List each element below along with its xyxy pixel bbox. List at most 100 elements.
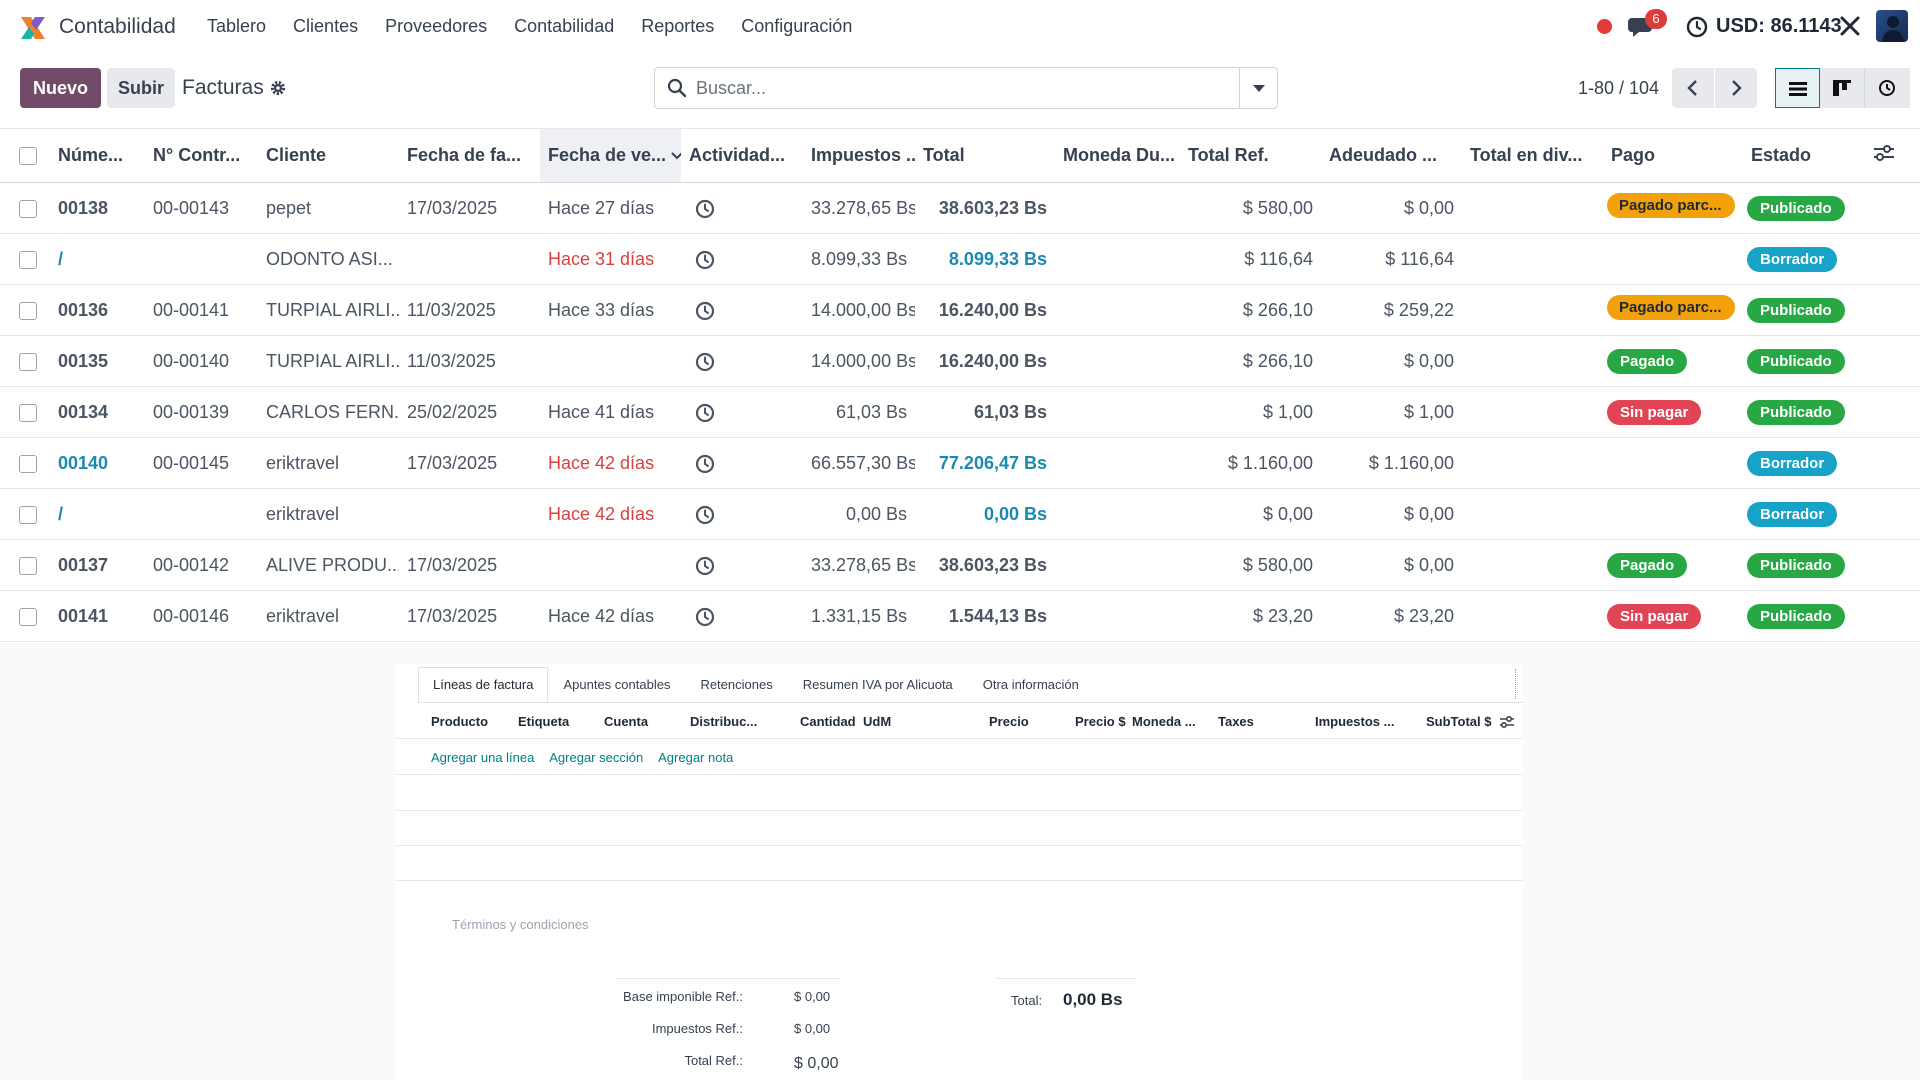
debug-tools-icon[interactable] bbox=[1838, 14, 1862, 38]
select-all-checkbox[interactable] bbox=[0, 128, 50, 183]
activity-clock-icon[interactable] bbox=[695, 607, 715, 627]
activity-clock-icon[interactable] bbox=[695, 352, 715, 372]
table-row[interactable]: 00136 00-00141 TURPIAL AIRLI... 11/03/2025 H… bbox=[0, 284, 1920, 336]
row-checkbox[interactable] bbox=[0, 437, 50, 489]
cell-actividad[interactable] bbox=[681, 590, 803, 642]
col-total[interactable]: Total bbox=[915, 128, 1055, 183]
tabs-scroll-handle[interactable] bbox=[1515, 669, 1519, 699]
row-checkbox[interactable] bbox=[0, 335, 50, 387]
activity-clock-icon[interactable] bbox=[695, 301, 715, 321]
menu-contabilidad[interactable]: Contabilidad bbox=[514, 16, 615, 36]
col-cliente[interactable]: Cliente bbox=[258, 128, 399, 183]
cell-actividad[interactable] bbox=[681, 284, 803, 336]
line-col-cuenta[interactable]: Cuenta bbox=[604, 714, 649, 729]
line-col-distribucion[interactable]: Distribuc... bbox=[690, 714, 758, 729]
tab-retenciones[interactable]: Retenciones bbox=[700, 677, 773, 692]
tab-lineas-factura[interactable]: Líneas de factura bbox=[418, 667, 549, 702]
col-adeudado[interactable]: Adeudado ... bbox=[1321, 128, 1462, 183]
row-checkbox[interactable] bbox=[0, 284, 50, 336]
row-checkbox[interactable] bbox=[0, 539, 50, 591]
cell-actividad[interactable] bbox=[681, 437, 803, 489]
add-note-link[interactable]: Agregar nota bbox=[658, 750, 734, 765]
pager-previous-button[interactable] bbox=[1672, 68, 1714, 108]
activity-clock-icon[interactable] bbox=[695, 250, 715, 270]
menu-clientes[interactable]: Clientes bbox=[293, 16, 359, 36]
table-row[interactable]: 00134 00-00139 CARLOS FERN... 25/02/2025 Hac… bbox=[0, 386, 1920, 438]
search-options-toggle[interactable] bbox=[1239, 68, 1277, 108]
table-row[interactable]: 00141 00-00146 eriktravel 17/03/2025 Hace 42… bbox=[0, 590, 1920, 642]
line-col-etiqueta[interactable]: Etiqueta bbox=[518, 714, 570, 729]
col-numero[interactable]: Núme... bbox=[50, 128, 145, 183]
line-col-udm[interactable]: UdM bbox=[863, 714, 892, 729]
col-estado[interactable]: Estado bbox=[1743, 128, 1865, 183]
activity-clock-icon[interactable] bbox=[695, 505, 715, 525]
cell-actividad[interactable] bbox=[681, 386, 803, 438]
cell-actividad[interactable] bbox=[681, 233, 803, 285]
activity-clock-icon[interactable] bbox=[695, 454, 715, 474]
line-col-subtotal-usd[interactable]: SubTotal $ bbox=[1426, 714, 1492, 729]
line-col-taxes[interactable]: Taxes bbox=[1218, 714, 1254, 729]
col-total-ref[interactable]: Total Ref. bbox=[1180, 128, 1321, 183]
col-moneda-dual[interactable]: Moneda Du... bbox=[1055, 128, 1180, 183]
table-row[interactable]: 00138 00-00143 pepet 17/03/2025 Hace 27 días… bbox=[0, 182, 1920, 234]
col-total-divisa[interactable]: Total en div... bbox=[1462, 128, 1603, 183]
menu-proveedores[interactable]: Proveedores bbox=[385, 16, 488, 36]
optional-columns-toggle[interactable] bbox=[1865, 128, 1920, 183]
tab-resumen-iva[interactable]: Resumen IVA por Alicuota bbox=[802, 677, 953, 692]
app-logo-icon[interactable] bbox=[18, 13, 48, 43]
col-impuestos[interactable]: Impuestos ... bbox=[803, 128, 915, 183]
activity-view-button[interactable] bbox=[1865, 68, 1910, 108]
gear-icon[interactable] bbox=[269, 79, 287, 97]
add-line-link[interactable]: Agregar una línea bbox=[431, 750, 535, 765]
line-col-precio-usd[interactable]: Precio $ bbox=[1075, 714, 1126, 729]
cell-actividad[interactable] bbox=[681, 182, 803, 234]
table-row[interactable]: 00135 00-00140 TURPIAL AIRLI... 11/03/2025 1… bbox=[0, 335, 1920, 387]
cell-actividad[interactable] bbox=[681, 539, 803, 591]
line-col-moneda[interactable]: Moneda ... bbox=[1132, 714, 1196, 729]
cell-actividad[interactable] bbox=[681, 335, 803, 387]
line-col-impuestos[interactable]: Impuestos ... bbox=[1315, 714, 1395, 729]
activity-clock-icon[interactable] bbox=[695, 199, 715, 219]
cell-actividad[interactable] bbox=[681, 488, 803, 540]
table-row[interactable]: / ODONTO ASI... Hace 31 días 8.099,33 Bs 8.0… bbox=[0, 233, 1920, 285]
row-checkbox[interactable] bbox=[0, 233, 50, 285]
line-col-producto[interactable]: Producto bbox=[431, 714, 489, 729]
row-checkbox[interactable] bbox=[0, 386, 50, 438]
tab-apuntes-contables[interactable]: Apuntes contables bbox=[563, 677, 671, 692]
recording-indicator-icon[interactable] bbox=[1597, 19, 1612, 34]
menu-reportes[interactable]: Reportes bbox=[641, 16, 715, 36]
menu-tablero[interactable]: Tablero bbox=[207, 16, 267, 36]
activity-clock-icon[interactable] bbox=[695, 403, 715, 423]
col-actividad[interactable]: Actividad... bbox=[681, 128, 803, 183]
app-name[interactable]: Contabilidad bbox=[59, 15, 176, 38]
tab-otra-informacion[interactable]: Otra información bbox=[982, 677, 1079, 692]
col-fecha-vencimiento[interactable]: Fecha de ve... bbox=[540, 128, 681, 183]
cell-impuestos: 1.331,15 Bs bbox=[803, 590, 915, 642]
list-view-button[interactable] bbox=[1775, 68, 1820, 108]
terms-and-conditions-field[interactable]: Términos y condiciones bbox=[452, 917, 589, 932]
user-avatar[interactable] bbox=[1876, 10, 1908, 42]
col-n-control[interactable]: N° Contr... bbox=[145, 128, 258, 183]
kanban-view-button[interactable] bbox=[1820, 68, 1865, 108]
row-checkbox[interactable] bbox=[0, 590, 50, 642]
menu-configuracion[interactable]: Configuración bbox=[741, 16, 853, 36]
line-col-cantidad[interactable]: Cantidad bbox=[800, 714, 856, 729]
upload-button[interactable]: Subir bbox=[107, 68, 175, 108]
search-input[interactable] bbox=[696, 69, 1221, 107]
activity-clock-icon[interactable] bbox=[1686, 16, 1708, 38]
table-row[interactable]: / eriktravel Hace 42 días 0,00 Bs 0,00 Bs $ 0… bbox=[0, 488, 1920, 540]
pager-next-button[interactable] bbox=[1715, 68, 1757, 108]
activity-clock-icon[interactable] bbox=[695, 556, 715, 576]
pager-value[interactable]: 1-80 / 104 bbox=[1578, 78, 1660, 98]
new-button[interactable]: Nuevo bbox=[20, 68, 101, 108]
add-section-link[interactable]: Agregar sección bbox=[549, 750, 644, 765]
table-row[interactable]: 00140 00-00145 eriktravel 17/03/2025 Hace 42… bbox=[0, 437, 1920, 489]
row-checkbox[interactable] bbox=[0, 182, 50, 234]
form-tabs: Líneas de factura Apuntes contables Rete… bbox=[418, 667, 1523, 703]
row-checkbox[interactable] bbox=[0, 488, 50, 540]
col-pago[interactable]: Pago bbox=[1603, 128, 1743, 183]
line-columns-toggle-icon[interactable] bbox=[1499, 715, 1515, 729]
line-col-precio[interactable]: Precio bbox=[989, 714, 1029, 729]
col-fecha-factura[interactable]: Fecha de fa... bbox=[399, 128, 540, 183]
table-row[interactable]: 00137 00-00142 ALIVE PRODU... 17/03/2025 33.… bbox=[0, 539, 1920, 591]
